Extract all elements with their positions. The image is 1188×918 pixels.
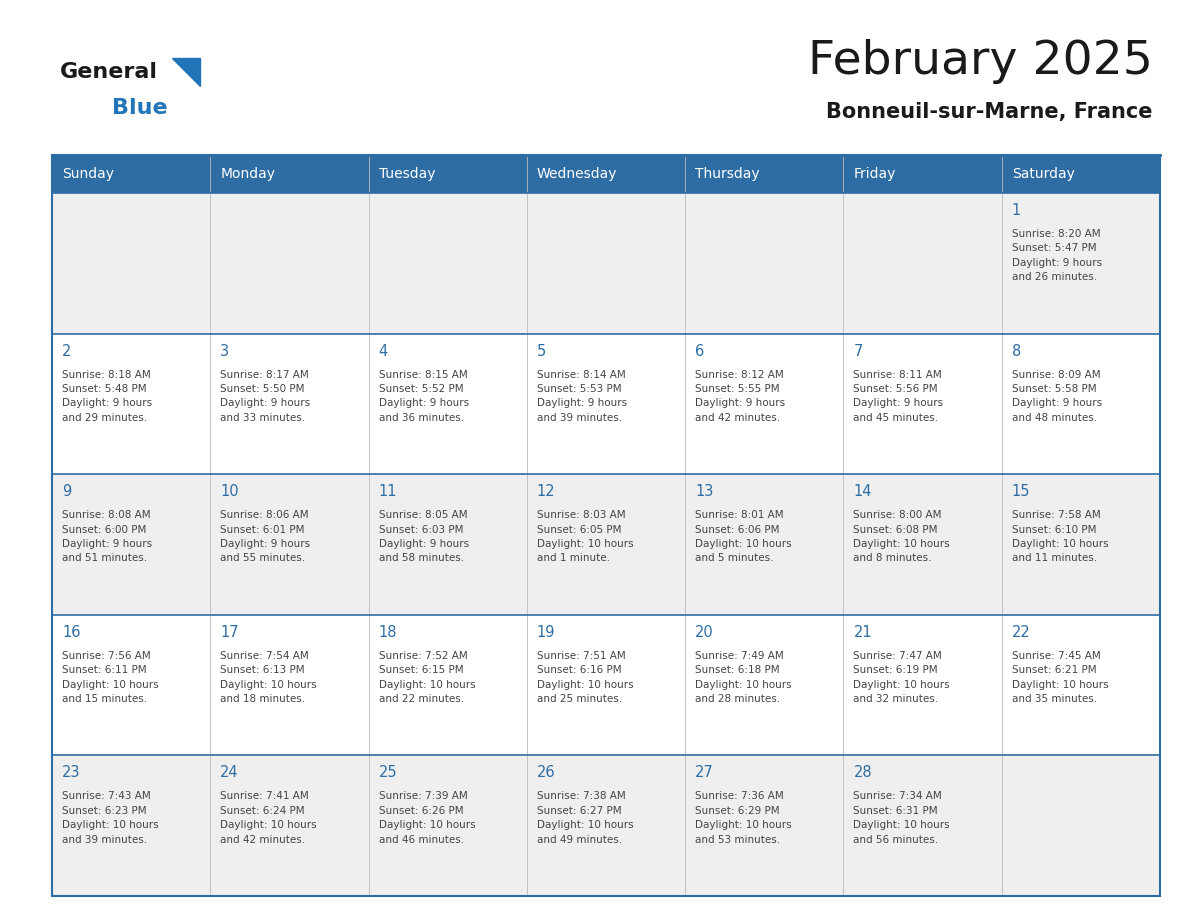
Text: 22: 22	[1012, 625, 1030, 640]
Bar	[1001, 155, 1159, 193]
Text: Sunrise: 8:17 AM
Sunset: 5:50 PM
Daylight: 9 hours
and 33 minutes.: Sunrise: 8:17 AM Sunset: 5:50 PM Dayligh…	[220, 370, 310, 423]
Bar	[685, 155, 843, 193]
Text: Sunrise: 8:12 AM
Sunset: 5:55 PM
Daylight: 9 hours
and 42 minutes.: Sunrise: 8:12 AM Sunset: 5:55 PM Dayligh…	[695, 370, 785, 423]
Text: Sunrise: 8:15 AM
Sunset: 5:52 PM
Daylight: 9 hours
and 36 minutes.: Sunrise: 8:15 AM Sunset: 5:52 PM Dayligh…	[379, 370, 469, 423]
Text: 4: 4	[379, 343, 387, 359]
Text: Sunrise: 7:41 AM
Sunset: 6:24 PM
Daylight: 10 hours
and 42 minutes.: Sunrise: 7:41 AM Sunset: 6:24 PM Dayligh…	[220, 791, 317, 845]
Text: Sunrise: 8:03 AM
Sunset: 6:05 PM
Daylight: 10 hours
and 1 minute.: Sunrise: 8:03 AM Sunset: 6:05 PM Dayligh…	[537, 510, 633, 564]
Text: Sunrise: 7:56 AM
Sunset: 6:11 PM
Daylight: 10 hours
and 15 minutes.: Sunrise: 7:56 AM Sunset: 6:11 PM Dayligh…	[62, 651, 159, 704]
Text: Sunrise: 7:54 AM
Sunset: 6:13 PM
Daylight: 10 hours
and 18 minutes.: Sunrise: 7:54 AM Sunset: 6:13 PM Dayligh…	[220, 651, 317, 704]
Text: Sunrise: 7:45 AM
Sunset: 6:21 PM
Daylight: 10 hours
and 35 minutes.: Sunrise: 7:45 AM Sunset: 6:21 PM Dayligh…	[1012, 651, 1108, 704]
Bar	[52, 333, 1159, 475]
Text: 26: 26	[537, 766, 556, 780]
Text: Sunrise: 7:39 AM
Sunset: 6:26 PM
Daylight: 10 hours
and 46 minutes.: Sunrise: 7:39 AM Sunset: 6:26 PM Dayligh…	[379, 791, 475, 845]
Text: 6: 6	[695, 343, 704, 359]
Text: Sunrise: 8:05 AM
Sunset: 6:03 PM
Daylight: 9 hours
and 58 minutes.: Sunrise: 8:05 AM Sunset: 6:03 PM Dayligh…	[379, 510, 469, 564]
Text: 8: 8	[1012, 343, 1020, 359]
Text: Sunrise: 8:11 AM
Sunset: 5:56 PM
Daylight: 9 hours
and 45 minutes.: Sunrise: 8:11 AM Sunset: 5:56 PM Dayligh…	[853, 370, 943, 423]
Text: Friday: Friday	[853, 167, 896, 181]
Text: Sunrise: 7:58 AM
Sunset: 6:10 PM
Daylight: 10 hours
and 11 minutes.: Sunrise: 7:58 AM Sunset: 6:10 PM Dayligh…	[1012, 510, 1108, 564]
Text: Sunrise: 8:18 AM
Sunset: 5:48 PM
Daylight: 9 hours
and 29 minutes.: Sunrise: 8:18 AM Sunset: 5:48 PM Dayligh…	[62, 370, 152, 423]
Text: 10: 10	[220, 484, 239, 499]
Text: Bonneuil-sur-Marne, France: Bonneuil-sur-Marne, France	[827, 102, 1154, 122]
Text: 16: 16	[62, 625, 81, 640]
Text: 21: 21	[853, 625, 872, 640]
Bar	[52, 155, 1159, 896]
Text: February 2025: February 2025	[808, 39, 1154, 84]
Text: 20: 20	[695, 625, 714, 640]
Text: 7: 7	[853, 343, 862, 359]
Bar	[368, 155, 526, 193]
Text: Sunrise: 8:06 AM
Sunset: 6:01 PM
Daylight: 9 hours
and 55 minutes.: Sunrise: 8:06 AM Sunset: 6:01 PM Dayligh…	[220, 510, 310, 564]
Text: 2: 2	[62, 343, 71, 359]
Text: 14: 14	[853, 484, 872, 499]
Polygon shape	[172, 58, 200, 86]
Text: 9: 9	[62, 484, 71, 499]
Text: 28: 28	[853, 766, 872, 780]
Text: 25: 25	[379, 766, 397, 780]
Text: 15: 15	[1012, 484, 1030, 499]
Text: Sunrise: 7:49 AM
Sunset: 6:18 PM
Daylight: 10 hours
and 28 minutes.: Sunrise: 7:49 AM Sunset: 6:18 PM Dayligh…	[695, 651, 791, 704]
Bar	[843, 155, 1001, 193]
Text: Sunrise: 7:38 AM
Sunset: 6:27 PM
Daylight: 10 hours
and 49 minutes.: Sunrise: 7:38 AM Sunset: 6:27 PM Dayligh…	[537, 791, 633, 845]
Text: Sunrise: 7:43 AM
Sunset: 6:23 PM
Daylight: 10 hours
and 39 minutes.: Sunrise: 7:43 AM Sunset: 6:23 PM Dayligh…	[62, 791, 159, 845]
Text: Sunrise: 7:52 AM
Sunset: 6:15 PM
Daylight: 10 hours
and 22 minutes.: Sunrise: 7:52 AM Sunset: 6:15 PM Dayligh…	[379, 651, 475, 704]
Text: Sunrise: 8:08 AM
Sunset: 6:00 PM
Daylight: 9 hours
and 51 minutes.: Sunrise: 8:08 AM Sunset: 6:00 PM Dayligh…	[62, 510, 152, 564]
Text: 1: 1	[1012, 203, 1020, 218]
Text: Sunrise: 7:36 AM
Sunset: 6:29 PM
Daylight: 10 hours
and 53 minutes.: Sunrise: 7:36 AM Sunset: 6:29 PM Dayligh…	[695, 791, 791, 845]
Text: Tuesday: Tuesday	[379, 167, 435, 181]
Text: 5: 5	[537, 343, 546, 359]
Text: Thursday: Thursday	[695, 167, 760, 181]
Text: 23: 23	[62, 766, 81, 780]
Text: Sunrise: 7:34 AM
Sunset: 6:31 PM
Daylight: 10 hours
and 56 minutes.: Sunrise: 7:34 AM Sunset: 6:31 PM Dayligh…	[853, 791, 950, 845]
Text: Saturday: Saturday	[1012, 167, 1075, 181]
Text: Sunday: Sunday	[62, 167, 114, 181]
Text: 13: 13	[695, 484, 714, 499]
Text: Sunrise: 7:51 AM
Sunset: 6:16 PM
Daylight: 10 hours
and 25 minutes.: Sunrise: 7:51 AM Sunset: 6:16 PM Dayligh…	[537, 651, 633, 704]
Text: Sunrise: 8:01 AM
Sunset: 6:06 PM
Daylight: 10 hours
and 5 minutes.: Sunrise: 8:01 AM Sunset: 6:06 PM Dayligh…	[695, 510, 791, 564]
Bar	[52, 475, 1159, 615]
Bar	[526, 155, 685, 193]
Text: 18: 18	[379, 625, 397, 640]
Bar	[210, 155, 368, 193]
Text: 12: 12	[537, 484, 556, 499]
Text: Sunrise: 8:20 AM
Sunset: 5:47 PM
Daylight: 9 hours
and 26 minutes.: Sunrise: 8:20 AM Sunset: 5:47 PM Dayligh…	[1012, 229, 1101, 282]
Bar	[52, 193, 1159, 333]
Text: Monday: Monday	[220, 167, 276, 181]
Text: 11: 11	[379, 484, 397, 499]
Text: 24: 24	[220, 766, 239, 780]
Text: Sunrise: 8:14 AM
Sunset: 5:53 PM
Daylight: 9 hours
and 39 minutes.: Sunrise: 8:14 AM Sunset: 5:53 PM Dayligh…	[537, 370, 627, 423]
Bar	[52, 756, 1159, 896]
Text: 19: 19	[537, 625, 555, 640]
Text: 17: 17	[220, 625, 239, 640]
Bar	[52, 155, 210, 193]
Text: 27: 27	[695, 766, 714, 780]
Text: Wednesday: Wednesday	[537, 167, 618, 181]
Text: General: General	[61, 62, 158, 82]
Text: Blue: Blue	[112, 98, 168, 118]
Bar	[52, 615, 1159, 756]
Text: 3: 3	[220, 343, 229, 359]
Text: Sunrise: 7:47 AM
Sunset: 6:19 PM
Daylight: 10 hours
and 32 minutes.: Sunrise: 7:47 AM Sunset: 6:19 PM Dayligh…	[853, 651, 950, 704]
Text: Sunrise: 8:09 AM
Sunset: 5:58 PM
Daylight: 9 hours
and 48 minutes.: Sunrise: 8:09 AM Sunset: 5:58 PM Dayligh…	[1012, 370, 1101, 423]
Text: Sunrise: 8:00 AM
Sunset: 6:08 PM
Daylight: 10 hours
and 8 minutes.: Sunrise: 8:00 AM Sunset: 6:08 PM Dayligh…	[853, 510, 950, 564]
